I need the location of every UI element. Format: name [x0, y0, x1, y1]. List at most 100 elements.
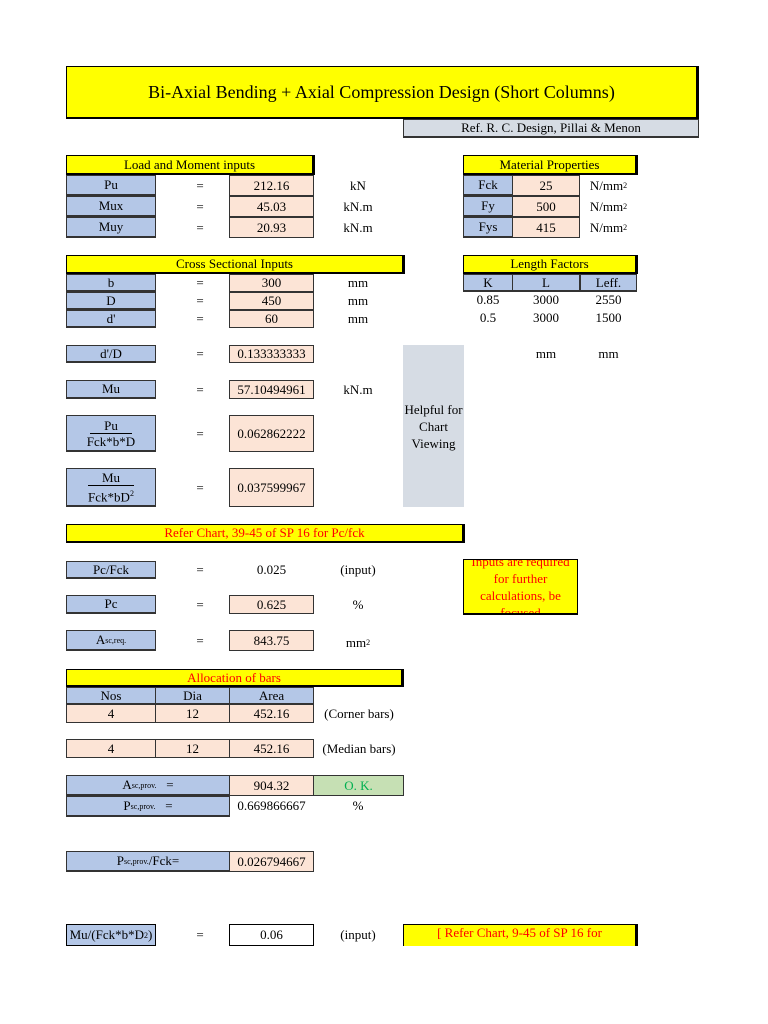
cross-input-0[interactable]: 300 [229, 274, 314, 292]
dD-value: 0.133333333 [229, 345, 314, 363]
mu-final-input[interactable]: 0.06 [229, 924, 314, 946]
cross-input-1[interactable]: 450 [229, 292, 314, 310]
corner-bar-cell: 452.16 [229, 704, 314, 723]
pc-label: Pc [66, 595, 156, 614]
length-unit-l: mm [535, 346, 557, 361]
material-unit-1: N/mm 2 [589, 198, 628, 214]
length-col-1: L [512, 274, 580, 292]
asc-req-value: 843.75 [229, 630, 314, 651]
page-title: Bi-Axial Bending + Axial Compression Des… [66, 66, 699, 119]
material-label-0: Fck [463, 175, 513, 196]
length-cell: 2550 [595, 292, 622, 307]
cross-eq-1: = [196, 293, 204, 308]
mu-final-label: Mu/(Fck*b*D 2) [66, 924, 156, 946]
mu-ratio-label: Mu Fck*bD2 [66, 468, 156, 507]
mu-value: 57.10494961 [229, 380, 314, 399]
psc-fck-value: 0.026794667 [229, 851, 314, 872]
helpful-note: Helpful for Chart Viewing [403, 345, 464, 507]
cross-unit-2: mm [347, 311, 369, 326]
cross-input-2[interactable]: 60 [229, 310, 314, 328]
cross-label-2: d' [66, 310, 156, 328]
length-header: Length Factors [463, 255, 638, 274]
load-label-1: Mux [66, 196, 156, 217]
load-input-0[interactable]: 212.16 [229, 175, 314, 196]
cross-unit-1: mm [347, 293, 369, 308]
asc-req-eq: = [196, 632, 204, 648]
corner-bar-cell[interactable]: 4 [66, 704, 156, 723]
load-input-2[interactable]: 20.93 [229, 217, 314, 238]
cross-header: Cross Sectional Inputs [66, 255, 405, 274]
pu-ratio-label: Pu Fck*b*D [66, 415, 156, 452]
pcfck-input[interactable]: 0.025 [256, 562, 287, 577]
length-cell: 3000 [533, 310, 559, 325]
material-input-2[interactable]: 415 [512, 217, 580, 238]
mu-label: Mu [66, 380, 156, 399]
material-label-2: Fys [463, 217, 513, 238]
mu-ratio-den: Fck*bD2 [88, 488, 134, 505]
reference: Ref. R. C. Design, Pillai & Menon [403, 119, 699, 138]
load-unit-1: kN.m [343, 198, 373, 214]
asc-prov-value: 904.32 [229, 775, 314, 796]
load-label-0: Pu [66, 175, 156, 196]
load-input-1[interactable]: 45.03 [229, 196, 314, 217]
mu-ratio-num: Mu [87, 470, 135, 486]
pu-ratio-den: Fck*b*D [86, 433, 136, 449]
length-col-2: Leff. [580, 274, 637, 292]
material-input-1[interactable]: 500 [512, 196, 580, 217]
median-bar-cell: 452.16 [229, 739, 314, 758]
load-unit-2: kN.m [343, 219, 373, 235]
load-eq-2: = [196, 219, 204, 235]
pcfck-unit: (input) [340, 562, 376, 577]
load-eq-0: = [196, 177, 204, 193]
pc-eq: = [196, 596, 204, 612]
corner-bars-label: (Corner bars) [324, 705, 394, 721]
load-eq-1: = [196, 198, 204, 214]
material-input-0[interactable]: 25 [512, 175, 580, 196]
material-unit-2: N/mm 2 [589, 219, 628, 235]
load-header: Load and Moment inputs [66, 155, 315, 175]
material-label-1: Fy [463, 196, 513, 217]
length-unit-leff: mm [598, 346, 619, 361]
corner-bar-cell[interactable]: 12 [155, 704, 230, 723]
refer-chart-banner: Refer Chart, 39-45 of SP 16 for Pc/fck [66, 524, 465, 543]
pc-value: 0.625 [229, 595, 314, 614]
mu-unit: kN.m [343, 381, 373, 397]
inputs-note: Inputs are required for further calculat… [463, 559, 578, 615]
length-cell: 1500 [595, 310, 622, 325]
load-unit-0: kN [350, 177, 366, 193]
psc-prov-value: 0.669866667 [237, 797, 306, 813]
refer-chart-mu-banner: [ Refer Chart, 9-45 of SP 16 for [403, 924, 638, 946]
dD-eq: = [196, 346, 204, 361]
cross-eq-2: = [196, 311, 204, 326]
pu-ratio-num: Pu [90, 418, 132, 434]
mu-eq: = [196, 381, 204, 397]
mu-ratio-eq: = [196, 479, 204, 495]
mu-ratio-value: 0.037599967 [229, 468, 314, 507]
mu-final-eq: = [196, 927, 204, 942]
psc-prov-unit: % [352, 797, 364, 813]
pu-ratio-eq: = [196, 425, 204, 441]
length-col-0: K [463, 274, 513, 292]
cross-label-1: D [66, 292, 156, 310]
cross-eq-0: = [196, 275, 204, 290]
bars-col-2: Area [229, 687, 314, 705]
pcfck-label: Pc/Fck [66, 561, 156, 579]
material-unit-0: N/mm 2 [589, 177, 628, 193]
pc-unit: % [352, 596, 364, 612]
pu-ratio-value: 0.062862222 [229, 415, 314, 452]
median-bar-cell[interactable]: 12 [155, 739, 230, 758]
length-cell: 0.5 [479, 310, 497, 325]
bars-header: Allocation of bars [66, 669, 404, 687]
asc-req-unit: mm 2 [345, 634, 371, 650]
material-header: Material Properties [463, 155, 638, 175]
mu-final-unit: (input) [340, 927, 376, 942]
pcfck-eq: = [196, 562, 204, 577]
median-bar-cell[interactable]: 4 [66, 739, 156, 758]
dD-label: d'/D [66, 345, 156, 363]
cross-label-0: b [66, 274, 156, 292]
asc-prov-status: O. K. [313, 775, 404, 796]
